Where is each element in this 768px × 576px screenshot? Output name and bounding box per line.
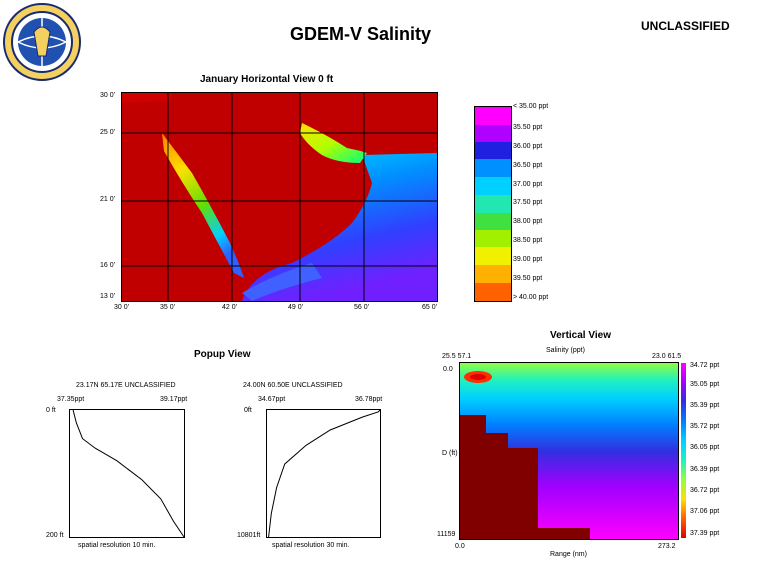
- vertical-scale-label: 35.05 ppt: [690, 381, 720, 388]
- vertical-y-top: 0.0: [443, 366, 453, 373]
- vertical-left-coord: 25.5 57.1: [442, 353, 472, 360]
- profile-right-bottom-depth: 10801ft: [237, 532, 261, 539]
- profile-right-max: 36.78ppt: [355, 396, 383, 403]
- profile-left-line: [72, 409, 185, 538]
- profile-right-top-depth: 0ft: [244, 407, 252, 414]
- lon-tick: 35 0': [160, 304, 175, 311]
- vertical-x-label: Range (nm): [550, 551, 587, 558]
- legend-label: > 40.00 ppt: [513, 294, 549, 301]
- vertical-scale-label: 36.05 ppt: [690, 444, 720, 451]
- lat-tick: 13 0': [100, 293, 115, 300]
- legend-label: 39.00 ppt: [513, 256, 543, 263]
- legend-label: 37.50 ppt: [513, 199, 543, 206]
- lon-tick: 30 0': [114, 304, 129, 311]
- vertical-y-bottom: 11159: [437, 531, 456, 538]
- map-title: January Horizontal View 0 ft: [200, 74, 334, 85]
- vertical-color-scale: [681, 363, 686, 538]
- vertical-subtitle: Salinity (ppt): [546, 347, 585, 354]
- salinity-color-scale: [474, 106, 512, 302]
- legend-label: 38.50 ppt: [513, 237, 543, 244]
- salinity-profile-left: [69, 409, 185, 538]
- legend-label: 37.00 ppt: [513, 181, 543, 188]
- legend-label: 35.50 ppt: [513, 124, 543, 131]
- legend-label: 36.50 ppt: [513, 162, 543, 169]
- vertical-scale-label: 36.72 ppt: [690, 487, 720, 494]
- lat-tick: 16 0': [100, 262, 115, 269]
- vertical-view-title: Vertical View: [550, 330, 611, 341]
- vertical-scale-label: 34.72 ppt: [690, 362, 720, 369]
- profile-left-bottom-depth: 200 ft: [46, 532, 64, 539]
- page-title: GDEM-V Salinity: [290, 24, 432, 44]
- profile-left-header: 23.17N 65.17E UNCLASSIFIED: [76, 382, 176, 389]
- profile-frame: [69, 409, 185, 538]
- naval-seal-logo: [3, 3, 81, 81]
- lon-tick: 65 0': [422, 304, 437, 311]
- profile-frame: [266, 409, 381, 538]
- lat-tick: 21 0': [100, 196, 115, 203]
- lon-tick: 56 0': [354, 304, 369, 311]
- vertical-scale-label: 37.39 ppt: [690, 530, 720, 537]
- lat-tick: 30 0': [100, 92, 115, 99]
- vertical-scale-label: 35.39 ppt: [690, 402, 720, 409]
- profile-left-max: 39.17ppt: [160, 396, 188, 403]
- vertical-right-coord: 23.0 61.5: [652, 353, 682, 360]
- vertical-scale-label: 35.72 ppt: [690, 423, 720, 430]
- lon-tick: 42 0': [222, 304, 237, 311]
- profile-right-header: 24.00N 60.50E UNCLASSIFIED: [243, 382, 343, 389]
- lat-tick: 25 0': [100, 129, 115, 136]
- classification-label: UNCLASSIFIED: [641, 19, 730, 33]
- vertical-scale-label: 36.39 ppt: [690, 466, 720, 473]
- vertical-x-right: 273.2: [658, 543, 676, 550]
- vertical-y-mid: D (ft): [442, 450, 458, 457]
- legend-label: < 35.00 ppt: [513, 103, 549, 110]
- legend-label: 36.00 ppt: [513, 143, 543, 150]
- legend-label: 38.00 ppt: [513, 218, 543, 225]
- profile-right-min: 34.67ppt: [258, 396, 286, 403]
- popup-view-title: Popup View: [194, 349, 251, 360]
- profile-right-footer: spatial resolution 30 min.: [272, 542, 350, 549]
- profile-right-line: [268, 409, 381, 538]
- profile-left-top-depth: 0 ft: [46, 407, 56, 414]
- vertical-scale-label: 37.06 ppt: [690, 508, 720, 515]
- legend-label: 39.50 ppt: [513, 275, 543, 282]
- profile-left-footer: spatial resolution 10 min.: [78, 542, 156, 549]
- salinity-profile-right: [266, 409, 381, 538]
- lon-tick: 49 0': [288, 304, 303, 311]
- profile-left-min: 37.35ppt: [57, 396, 85, 403]
- vertical-section-plot[interactable]: [459, 362, 679, 540]
- salinity-map[interactable]: [121, 92, 438, 302]
- vertical-x-left: 0.0: [455, 543, 465, 550]
